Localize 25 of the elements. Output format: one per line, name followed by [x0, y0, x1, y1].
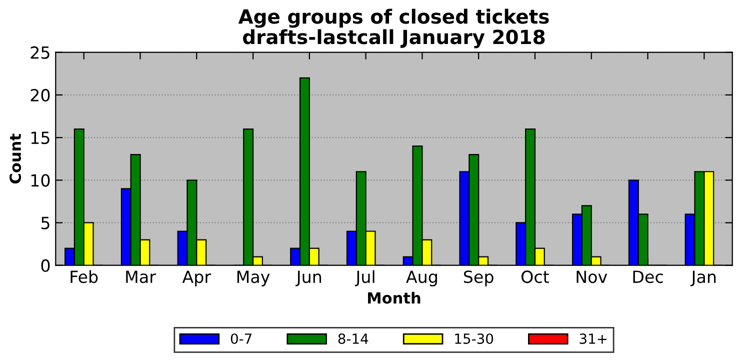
y-tick-label: 0	[41, 259, 50, 272]
x-tick-label: Nov	[576, 270, 608, 284]
x-tick-label: Jun	[296, 270, 322, 286]
x-tick-label: May	[237, 270, 270, 286]
x-tick-label: Jan	[690, 270, 716, 286]
chart-title: Age groups of closed tickets drafts-lastcall January 2018	[238, 8, 549, 48]
y-tick-label: 5	[41, 216, 50, 230]
x-tick-label: Sep	[464, 270, 494, 286]
x-tick-label: Dec	[633, 270, 663, 284]
legend-label: 31+	[580, 333, 607, 344]
x-axis-title: Month	[368, 292, 420, 304]
y-tick-label: 25	[30, 46, 50, 59]
x-tick-label: Aug	[406, 270, 437, 286]
x-tick-label: Jul	[354, 270, 374, 286]
legend-label: 0-7	[230, 333, 252, 344]
legend-label: 8-14	[338, 333, 368, 344]
x-tick-label: Apr	[182, 270, 212, 286]
y-tick-label: 15	[31, 132, 50, 144]
x-tick-label: Mar	[126, 270, 156, 284]
legend-label: 15-30	[455, 333, 494, 344]
y-tick-label: 20	[30, 88, 50, 102]
x-tick-label: Feb	[70, 270, 98, 284]
x-tick-label: Oct	[522, 270, 549, 284]
y-axis-title: Count	[10, 134, 22, 184]
y-tick-label: 10	[31, 174, 50, 187]
